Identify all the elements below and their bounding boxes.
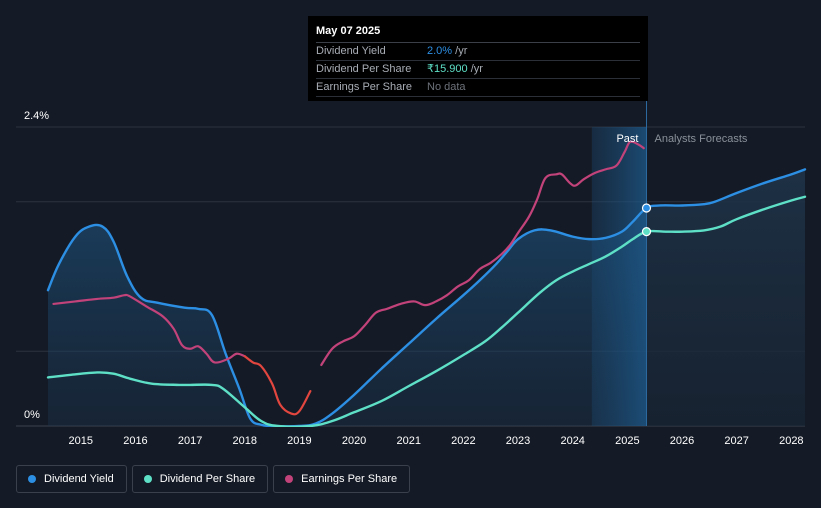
past-region-label: Past [616, 133, 638, 145]
x-tick-label: 2020 [342, 435, 366, 447]
x-tick-label: 2017 [178, 435, 202, 447]
x-tick-label: 2022 [451, 435, 475, 447]
legend-dot-icon [143, 475, 152, 483]
tooltip-label: Dividend Yield [316, 45, 386, 57]
legend-dot-icon [285, 475, 294, 483]
dividend-yield-marker [641, 203, 652, 213]
forecast-area [646, 169, 805, 427]
x-tick-label: 2025 [615, 435, 639, 447]
region-bands [591, 100, 647, 426]
tooltip-label: Earnings Per Share [316, 81, 412, 93]
tooltip-value: No data [427, 81, 466, 93]
legend-label: Earnings Per Share [301, 473, 398, 485]
tooltip-row-dividend-yield: Dividend Yield 2.0% /yr [316, 43, 640, 61]
y-axis-max-label: 2.4% [24, 110, 49, 122]
tooltip-label: Dividend Per Share [316, 63, 412, 75]
past-region-band [591, 127, 647, 426]
legend-item-earnings-per-share[interactable]: Earnings Per Share [273, 465, 411, 493]
x-tick-label: 2015 [69, 435, 93, 447]
legend-dot-icon [28, 475, 36, 483]
x-tick-label: 2016 [123, 435, 147, 447]
x-tick-label: 2019 [287, 435, 311, 447]
y-axis-min-label: 0% [24, 409, 40, 421]
dividend-per-share-marker [641, 227, 652, 237]
tooltip-unit: /yr [452, 45, 468, 57]
x-tick-label: 2027 [724, 435, 748, 447]
x-axis: 2015 2016 2017 2018 2019 2020 2021 2022 2023 2024… [69, 435, 804, 447]
series-lines [46, 140, 807, 427]
highlight-markers [641, 203, 652, 237]
chart-legend: Dividend Yield Dividend Per Share Earnin… [16, 465, 411, 493]
x-tick-label: 2026 [670, 435, 694, 447]
x-tick-label: 2018 [233, 435, 257, 447]
tooltip-row-dividend-per-share: Dividend Per Share ₹15.900 /yr [316, 61, 640, 79]
tooltip-date: May 07 2025 [316, 24, 640, 43]
chart-tooltip: May 07 2025 Dividend Yield 2.0% /yr Divi… [308, 16, 648, 101]
dividend-yield-area [48, 207, 647, 427]
legend-item-dividend-per-share[interactable]: Dividend Per Share [131, 465, 269, 493]
dividend-yield-line [46, 168, 807, 427]
earnings-per-share-line-c [320, 140, 645, 367]
tooltip-value: 2.0% [427, 45, 453, 57]
earnings-per-share-line-b [243, 355, 312, 416]
earnings-per-share-line-a [52, 293, 246, 364]
tooltip-value: ₹15.900 [427, 63, 468, 75]
tooltip-row-earnings-per-share: Earnings Per Share No data [316, 79, 640, 97]
series-areas [48, 169, 805, 427]
x-tick-label: 2028 [779, 435, 803, 447]
x-tick-label: 2023 [506, 435, 530, 447]
x-tick-label: 2024 [560, 435, 584, 447]
dividend-per-share-line [46, 195, 807, 427]
legend-label: Dividend Per Share [159, 473, 256, 485]
tooltip-unit: /yr [467, 63, 483, 75]
legend-label: Dividend Yield [44, 473, 114, 485]
legend-item-dividend-yield[interactable]: Dividend Yield [16, 465, 127, 493]
x-tick-label: 2021 [396, 435, 420, 447]
chart-labels: 2.4% 0% Past Analysts Forecasts [24, 110, 748, 421]
forecast-region-label: Analysts Forecasts [654, 133, 747, 145]
